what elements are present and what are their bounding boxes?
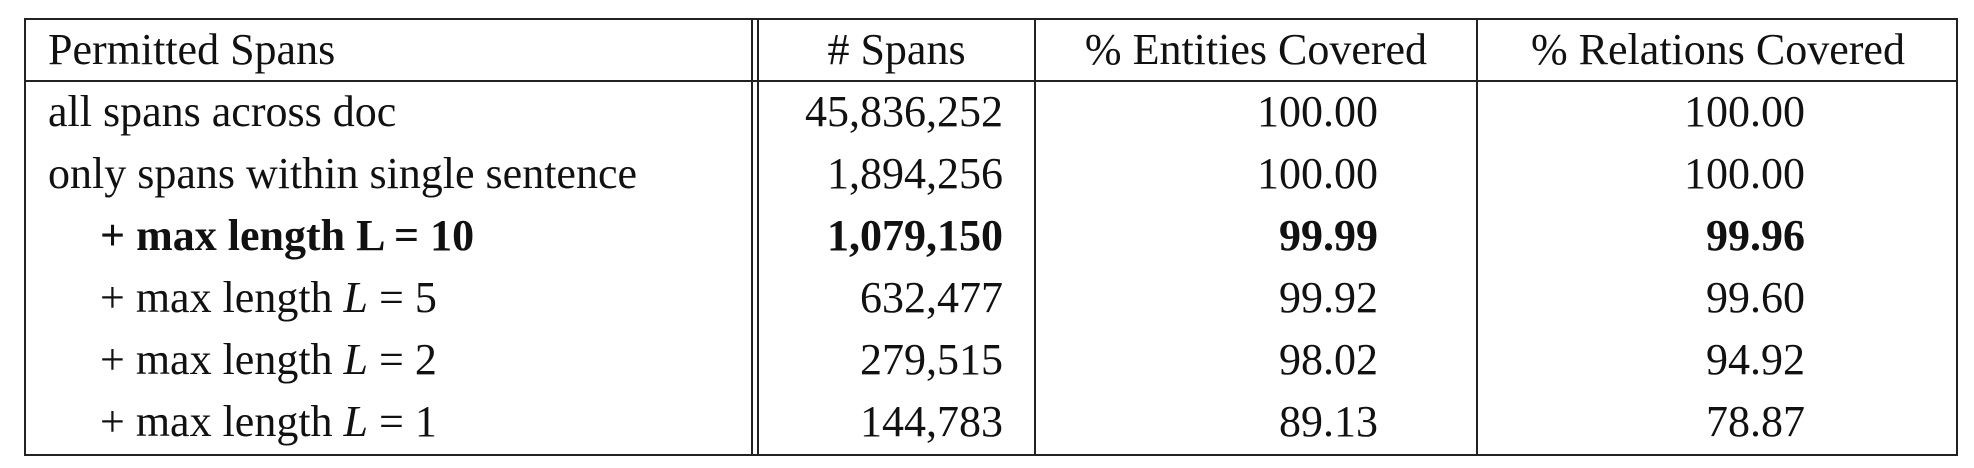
row-spans: 45,836,252 [805, 87, 1003, 136]
row-entities: 100.00 [1257, 87, 1378, 136]
row-label-prefix: + max length [100, 273, 344, 322]
row-label: + max length L = 2 [100, 330, 437, 390]
row-relations: 78.87 [1706, 397, 1805, 446]
row-relations: 100.00 [1684, 149, 1805, 198]
row-label-variable: L [343, 273, 369, 322]
row-label-equals: = [368, 273, 415, 322]
row-relations: 99.60 [1706, 273, 1805, 322]
row-entities: 98.02 [1279, 335, 1378, 384]
row-label-value: 2 [414, 335, 437, 384]
header-divider [26, 80, 1956, 82]
row-spans: 1,894,256 [827, 149, 1003, 198]
header-num-spans: # Spans [827, 25, 966, 74]
span-coverage-table: Permitted Spans # Spans % Entities Cover… [24, 18, 1958, 456]
row-relations: 100.00 [1684, 87, 1805, 136]
row-label-prefix: + max length L = [100, 211, 431, 260]
row-label: + max length L = 1 [100, 392, 437, 452]
column-divider-entities [1034, 20, 1036, 454]
row-spans: 632,477 [860, 273, 1003, 322]
header-permitted-spans: Permitted Spans [48, 25, 336, 74]
header-relations-covered: % Relations Covered [1531, 25, 1905, 74]
double-divider-left [751, 20, 753, 454]
row-spans: 279,515 [860, 335, 1003, 384]
row-label: + max length L = 5 [100, 268, 437, 328]
row-label: only spans within single sentence [48, 149, 638, 198]
row-label-value: 10 [430, 211, 475, 260]
column-divider-relations [1476, 20, 1478, 454]
row-label-variable: L [343, 335, 369, 384]
row-label-equals: = [368, 397, 415, 446]
row-relations: 99.96 [1706, 211, 1805, 260]
double-divider-right [757, 20, 759, 454]
row-label-variable: L [343, 397, 369, 446]
row-label: + max length L = 10 [100, 206, 474, 266]
row-entities: 99.99 [1279, 211, 1378, 260]
row-relations: 94.92 [1706, 335, 1805, 384]
row-entities: 99.92 [1279, 273, 1378, 322]
row-label-prefix: + max length [100, 335, 344, 384]
row-label-equals: = [368, 335, 415, 384]
row-spans: 1,079,150 [827, 211, 1003, 260]
row-spans: 144,783 [860, 397, 1003, 446]
header-entities-covered: % Entities Covered [1084, 25, 1428, 74]
row-label: all spans across doc [48, 87, 397, 136]
row-entities: 89.13 [1279, 397, 1378, 446]
row-label-value: 1 [414, 397, 437, 446]
row-label-value: 5 [414, 273, 437, 322]
row-label-prefix: + max length [100, 397, 344, 446]
row-entities: 100.00 [1257, 149, 1378, 198]
